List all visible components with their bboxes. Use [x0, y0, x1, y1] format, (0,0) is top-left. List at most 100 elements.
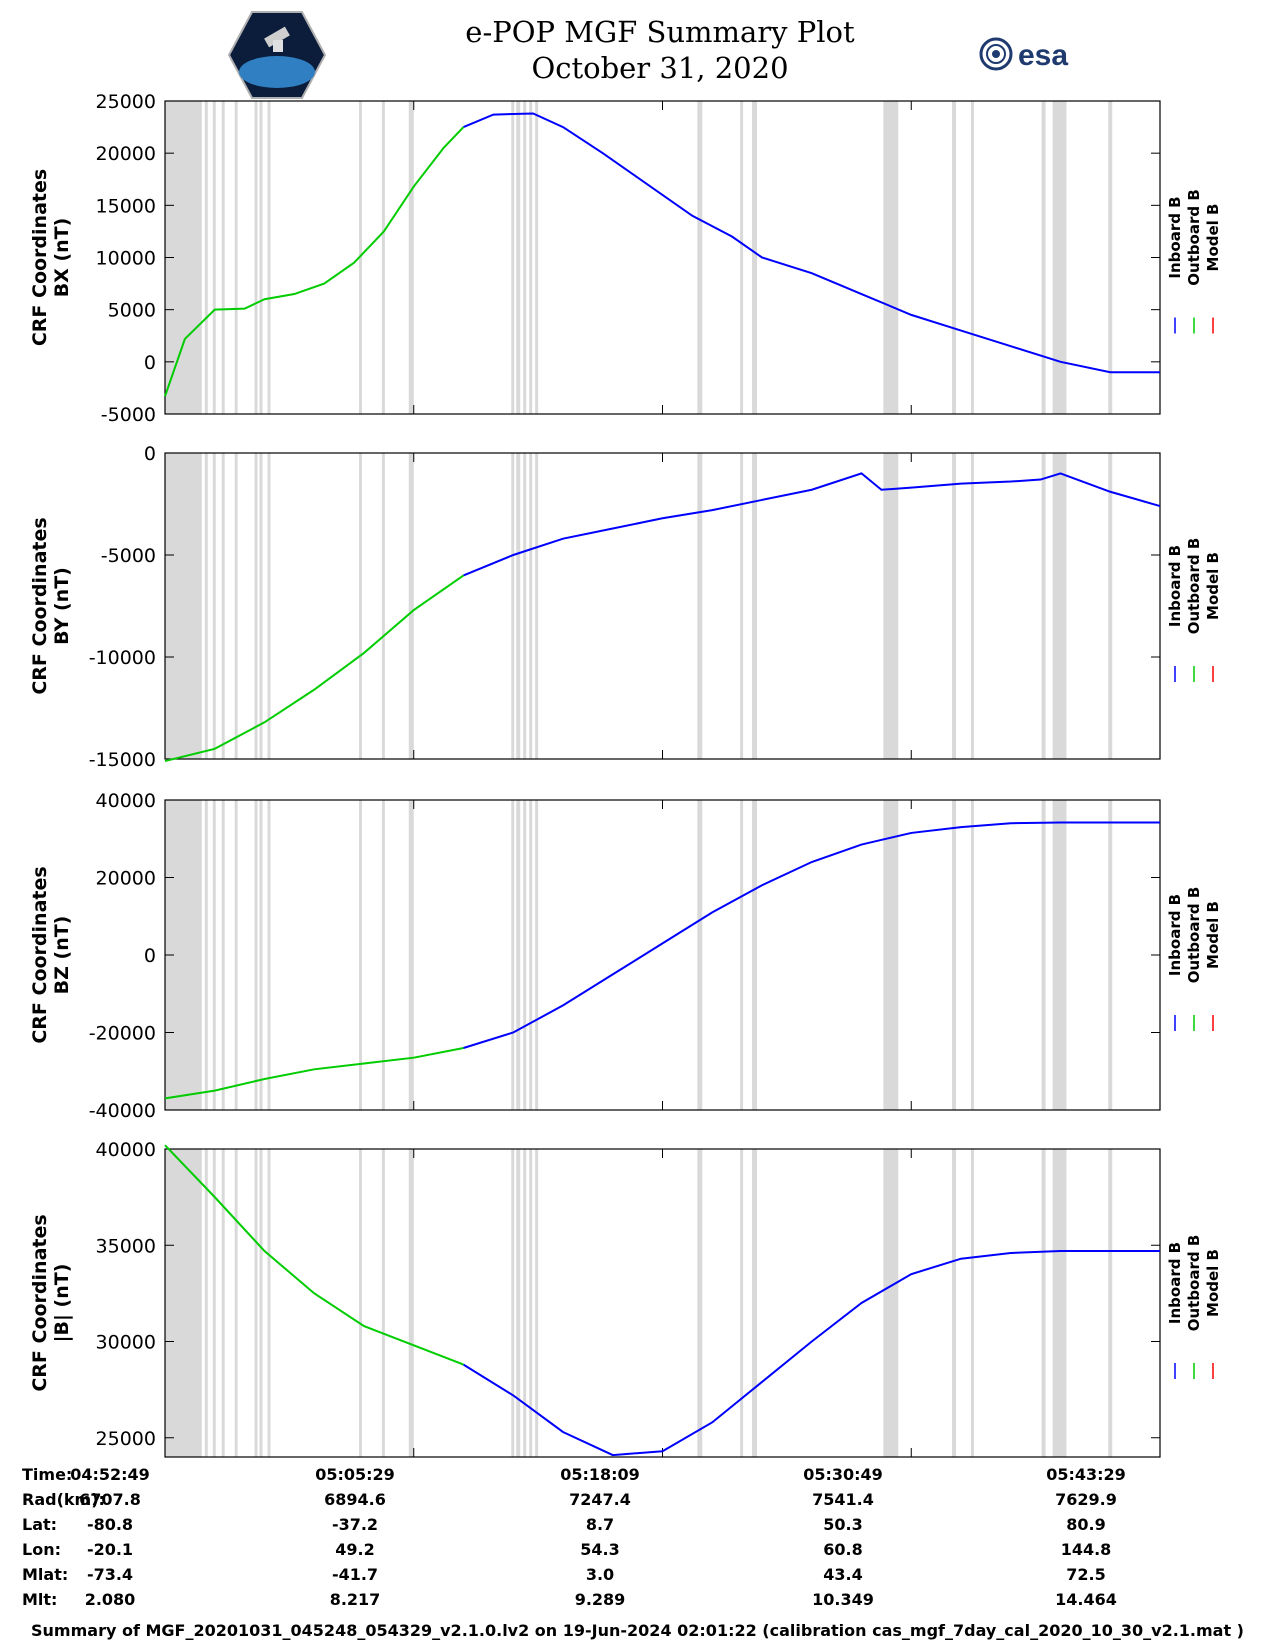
data-gap-band — [381, 101, 385, 414]
data-gap-band — [970, 101, 974, 414]
y-tick-label: 0 — [144, 443, 156, 465]
data-gap-band — [359, 800, 363, 1110]
data-gap-band — [1052, 101, 1067, 414]
data-gap-band — [516, 101, 521, 414]
y-tick-label: 5000 — [108, 300, 156, 322]
data-gap-band — [697, 453, 703, 759]
info-cell: 6894.6 — [324, 1490, 386, 1509]
data-gap-band — [221, 800, 225, 1110]
data-gap-band — [234, 800, 238, 1110]
y-tick-label: -20000 — [89, 1023, 156, 1045]
info-cell: 7247.4 — [569, 1490, 631, 1509]
info-row-label: Lon: — [22, 1540, 61, 1559]
legend-label: Inboard B — [1166, 894, 1184, 976]
info-cell: 05:30:49 — [803, 1465, 883, 1484]
data-gap-band — [883, 453, 899, 759]
data-gap-band — [359, 1149, 363, 1457]
info-cell: -80.8 — [86, 1515, 134, 1534]
data-gap-band — [740, 1149, 744, 1457]
info-row-label: Mlt: — [22, 1590, 58, 1609]
data-gap-band — [1041, 453, 1046, 759]
info-cell: 49.2 — [335, 1540, 375, 1559]
y-tick-label: 35000 — [96, 1235, 156, 1257]
y-tick-label: 20000 — [96, 868, 156, 890]
data-gap-band — [535, 453, 539, 759]
data-gap-band — [212, 800, 216, 1110]
info-cell: 72.5 — [1066, 1565, 1106, 1584]
legend-label: Model B — [1204, 1249, 1222, 1317]
info-cell: 7629.9 — [1055, 1490, 1117, 1509]
data-gap-band — [1108, 101, 1113, 414]
data-gap-band — [535, 1149, 539, 1457]
plot-frame-1 — [164, 100, 1161, 415]
info-cell: 14.464 — [1055, 1590, 1117, 1609]
data-gap-band — [529, 101, 533, 414]
data-gap-band — [523, 101, 527, 414]
y-tick-label: -15000 — [89, 749, 156, 771]
data-gap-band — [952, 453, 957, 759]
data-gap-band — [883, 1149, 899, 1457]
plot-frame-4 — [164, 1148, 1161, 1458]
series-line-outboard — [164, 126, 465, 397]
info-cell: 10.349 — [812, 1590, 874, 1609]
data-gap-band — [259, 800, 263, 1110]
info-cell: 05:43:29 — [1046, 1465, 1126, 1484]
plot-frame-2 — [164, 452, 1161, 760]
legend-label: Outboard B — [1185, 189, 1203, 286]
data-gap-band — [1052, 800, 1067, 1110]
y-axis-label: CRF CoordinatesBX (nT) — [29, 169, 73, 346]
info-cell: 04:52:49 — [70, 1465, 150, 1484]
data-gap-band — [970, 453, 974, 759]
info-cell: 8.217 — [329, 1590, 381, 1609]
data-gap-band — [234, 1149, 238, 1457]
data-gap-band — [752, 453, 758, 759]
y-tick-label: 25000 — [96, 1428, 156, 1450]
y-axis-label-line-2: |B| (nT) — [51, 1264, 73, 1343]
info-cell: -41.7 — [331, 1565, 379, 1584]
info-cell: 7541.4 — [812, 1490, 874, 1509]
data-gap-band — [408, 1149, 414, 1457]
data-gap-band — [740, 453, 744, 759]
data-gap-band — [697, 1149, 703, 1457]
data-gap-band — [221, 1149, 225, 1457]
info-cell: 144.8 — [1060, 1540, 1112, 1559]
info-cell: 9.289 — [574, 1590, 626, 1609]
data-gap-band — [511, 453, 515, 759]
data-gap-band — [529, 453, 533, 759]
data-gap-band — [1041, 800, 1046, 1110]
data-gap-band — [740, 800, 744, 1110]
data-gap-band — [254, 1149, 258, 1457]
data-gap-band — [523, 1149, 527, 1457]
series-line-inboard — [463, 821, 1160, 1049]
y-tick-label: 40000 — [96, 1139, 156, 1161]
data-gap-band — [1108, 453, 1113, 759]
info-cell: 60.8 — [823, 1540, 863, 1559]
info-cell: -20.1 — [86, 1540, 134, 1559]
data-gap-band — [408, 101, 414, 414]
data-gap-band — [752, 800, 758, 1110]
data-gap-band — [204, 101, 208, 414]
series-line-outboard — [164, 1144, 464, 1366]
data-gap-band — [1041, 101, 1046, 414]
data-gap-band — [212, 101, 216, 414]
data-gap-band — [516, 453, 521, 759]
data-gap-band — [970, 1149, 974, 1457]
info-cell: -73.4 — [86, 1565, 134, 1584]
plot-frame-3 — [164, 799, 1161, 1111]
data-gap-band — [697, 800, 703, 1110]
title-line-1: e-POP MGF Summary Plot — [465, 15, 855, 49]
data-gap-band — [381, 453, 385, 759]
data-gap-band — [952, 101, 957, 414]
info-cell: 50.3 — [823, 1515, 863, 1534]
legend-label: Model B — [1204, 901, 1222, 969]
info-cell: 43.4 — [823, 1565, 863, 1584]
data-gap-band — [234, 101, 238, 414]
data-gap-band — [529, 800, 533, 1110]
series-line-inboard — [463, 112, 1160, 374]
y-tick-label: -5000 — [101, 404, 156, 426]
y-tick-label: 0 — [144, 352, 156, 374]
y-axis-label-line-2: BZ (nT) — [51, 916, 73, 995]
y-axis-label: CRF CoordinatesBZ (nT) — [29, 866, 73, 1043]
esa-logo: esa — [979, 37, 1068, 72]
